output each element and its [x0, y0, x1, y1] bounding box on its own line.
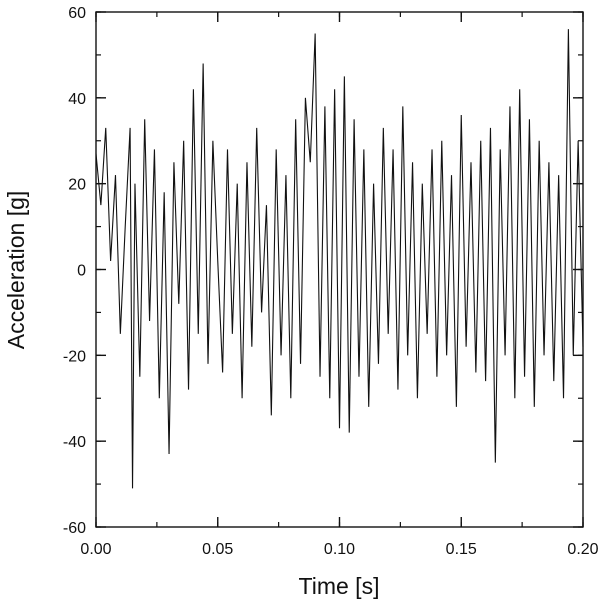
y-tick-label: 0 [77, 263, 86, 280]
y-tick-label: 40 [68, 91, 86, 108]
x-tick-label: 0.15 [446, 541, 477, 558]
x-tick-label: 0.05 [202, 541, 233, 558]
x-tick-label: 0.10 [324, 541, 355, 558]
x-axis-title: Time [s] [299, 573, 380, 599]
x-tick-label: 0.00 [80, 541, 111, 558]
axes: 0.00 0.05 0.10 0.15 0.20 -60 -40 -20 0 20 40 60 [63, 5, 599, 558]
x-tick-label: 0.20 [567, 541, 598, 558]
y-tick-label: 60 [68, 5, 86, 22]
y-axis-title: Acceleration [g] [3, 191, 29, 350]
series-line-0 [95, 29, 584, 489]
y-tick-label: 20 [68, 177, 86, 194]
y-tick-label: -60 [63, 520, 86, 537]
y-tick-label: -20 [63, 348, 86, 365]
plot-area [95, 29, 584, 489]
y-tick-label: -40 [63, 434, 86, 451]
